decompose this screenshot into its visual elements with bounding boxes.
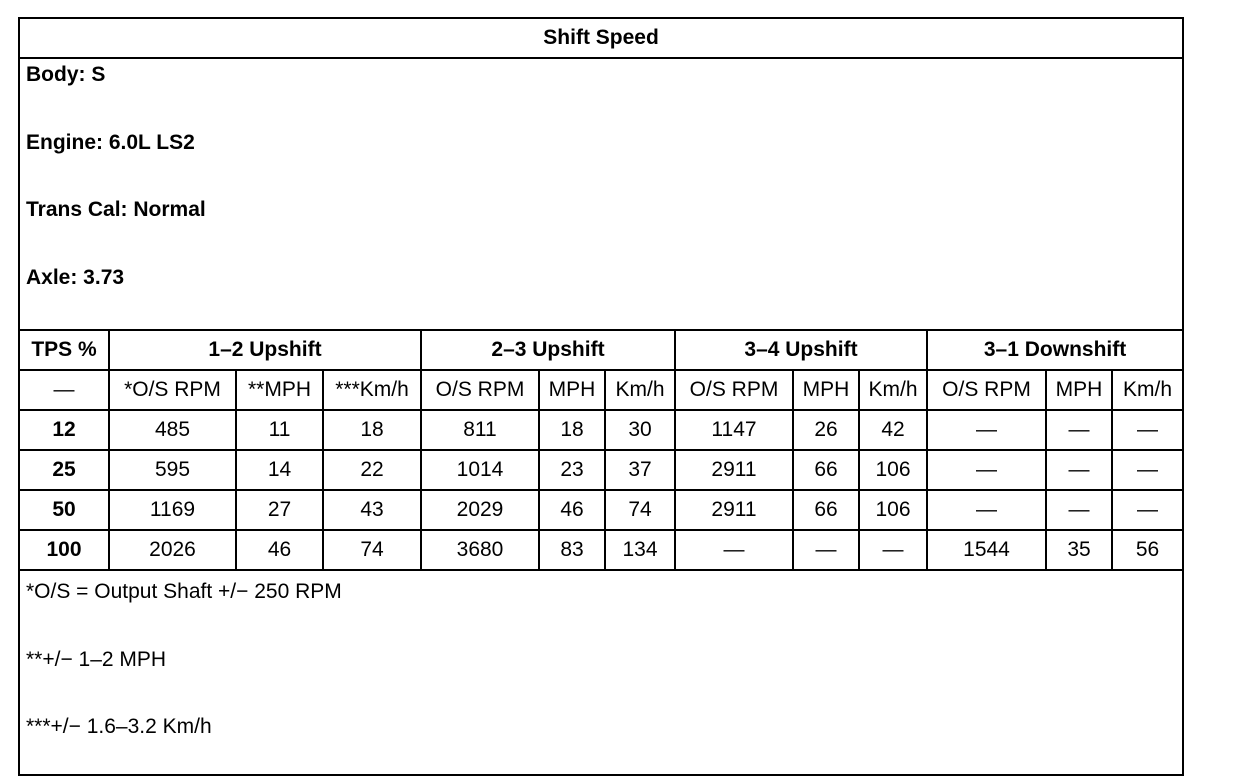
footnote: ***+/− 1.6–3.2 Km/h	[26, 715, 212, 738]
value-cell: 1169	[108, 489, 237, 531]
value-cell: 2026	[108, 529, 237, 571]
value-cell: 106	[858, 489, 928, 531]
value-cell: —	[926, 449, 1047, 491]
value-cell: —	[926, 489, 1047, 531]
subheader-cell: Km/h	[604, 369, 676, 411]
subheader-cell: MPH	[1045, 369, 1113, 411]
subheader-cell: *O/S RPM	[108, 369, 237, 411]
footnote: *O/S = Output Shaft +/− 250 RPM	[26, 580, 342, 603]
value-cell: 134	[604, 529, 676, 571]
subheader-cell: ***Km/h	[322, 369, 422, 411]
value-cell: 14	[235, 449, 324, 491]
value-cell: 74	[604, 489, 676, 531]
value-cell: 66	[792, 449, 860, 491]
subheader-cell: O/S RPM	[420, 369, 540, 411]
value-cell: 11	[235, 409, 324, 451]
value-cell: 46	[538, 489, 606, 531]
subheader-cell: Km/h	[1110, 369, 1185, 411]
value-cell: 30	[604, 409, 676, 451]
subheader-cell: MPH	[792, 369, 860, 411]
tps-cell: 12	[18, 409, 110, 451]
header-3-4-upshift: 3–4 Upshift	[674, 329, 928, 371]
tps-cell: 100	[18, 529, 110, 571]
value-cell: 23	[538, 449, 606, 491]
value-cell: 2911	[674, 489, 794, 531]
subheader-cell: O/S RPM	[926, 369, 1047, 411]
subheader-cell: —	[18, 369, 110, 411]
header-2-3-upshift: 2–3 Upshift	[420, 329, 676, 371]
value-cell: 595	[108, 449, 237, 491]
table-row: 12 485 11 18 811 18 30 1147 26 42— — —	[18, 409, 1185, 451]
value-cell: 35	[1045, 529, 1113, 571]
value-cell: 74	[322, 529, 422, 571]
value-cell: 811	[420, 409, 540, 451]
table-title: Shift Speed	[17, 17, 1185, 59]
value-cell: —	[1045, 489, 1113, 531]
table-row: 25 595 14 22 1014 23 37 2911 66 106— — —	[18, 449, 1185, 491]
value-cell: —	[1110, 409, 1185, 451]
info-engine: Engine: 6.0L LS2	[26, 130, 195, 154]
header-tps: TPS %	[18, 329, 110, 371]
value-cell: 106	[858, 449, 928, 491]
subheader-cell: **MPH	[235, 369, 324, 411]
subheader-cell: MPH	[538, 369, 606, 411]
value-cell: 1544	[926, 529, 1047, 571]
value-cell: —	[926, 409, 1047, 451]
info-trans-cal: Trans Cal: Normal	[26, 198, 206, 221]
value-cell: 66	[792, 489, 860, 531]
value-cell: 56	[1110, 529, 1185, 571]
value-cell: 83	[538, 529, 606, 571]
value-cell: 27	[235, 489, 324, 531]
shift-speed-table: Shift Speed Body: S Engine: 6.0L LS2 Tra…	[17, 17, 1185, 776]
value-cell: 37	[604, 449, 676, 491]
tps-cell: 25	[18, 449, 110, 491]
tps-cell: 50	[18, 489, 110, 531]
value-cell: 42	[858, 409, 928, 451]
info-axle: Axle: 3.73	[26, 265, 125, 289]
footnote: **+/− 1–2 MPH	[26, 647, 167, 671]
vehicle-info: Body: S Engine: 6.0L LS2 Trans Cal: Norm…	[17, 57, 1185, 331]
value-cell: —	[792, 529, 860, 571]
value-cell: 2029	[420, 489, 540, 531]
value-cell: 1014	[420, 449, 540, 491]
value-cell: —	[1045, 409, 1113, 451]
value-cell: 22	[322, 449, 422, 491]
table-row: 50 1169 27 43 2029 46 74 2911 66 106— — —	[18, 489, 1185, 531]
value-cell: —	[1045, 449, 1113, 491]
subheader-cell: Km/h	[858, 369, 928, 411]
value-cell: 46	[235, 529, 324, 571]
value-cell: 18	[538, 409, 606, 451]
subheader-row: — *O/S RPM **MPH ***Km/h O/S RPM MPH Km/h O/S R…	[18, 369, 1185, 411]
value-cell: 2911	[674, 449, 794, 491]
value-cell: 18	[322, 409, 422, 451]
value-cell: 43	[322, 489, 422, 531]
info-body: Body: S	[26, 63, 106, 86]
table-row: 100 2026 46 74 3680 83 134— — —1544 35 56	[18, 529, 1185, 571]
subheader-cell: O/S RPM	[674, 369, 794, 411]
value-cell: —	[1110, 449, 1185, 491]
value-cell: 26	[792, 409, 860, 451]
value-cell: 3680	[420, 529, 540, 571]
footnotes: *O/S = Output Shaft +/− 250 RPM **+/− 1–…	[17, 569, 1185, 776]
header-3-1-downshift: 3–1 Downshift	[925, 329, 1185, 371]
header-1-2-upshift: 1–2 Upshift	[108, 329, 422, 371]
value-cell: —	[1110, 489, 1185, 531]
value-cell: 1147	[674, 409, 794, 451]
value-cell: —	[858, 529, 928, 571]
group-header-row: TPS % 1–2 Upshift 2–3 Upshift 3–4 Upshif…	[18, 329, 1185, 371]
value-cell: —	[674, 529, 794, 571]
value-cell: 485	[108, 409, 237, 451]
